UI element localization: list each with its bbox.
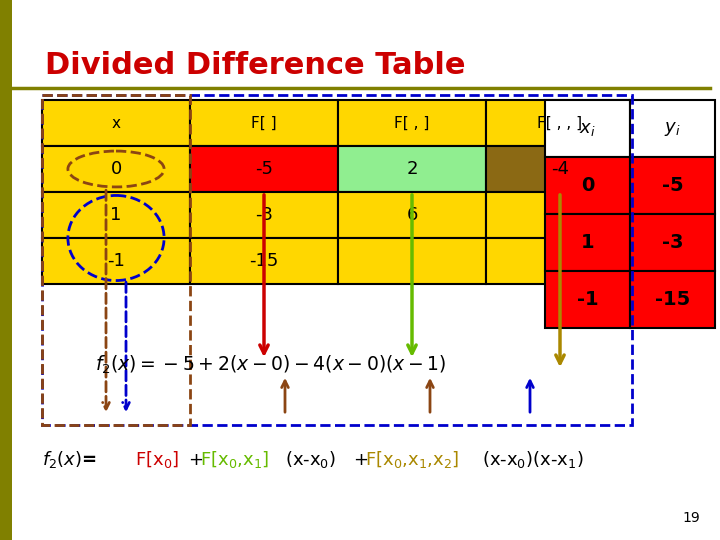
Bar [190,146,338,192]
Bar [630,271,715,328]
Text: -3: -3 [255,206,273,224]
Text: 19: 19 [683,511,700,525]
Bar [486,146,634,192]
Bar [42,238,190,284]
Text: -4: -4 [551,160,569,178]
Text: 1: 1 [581,233,594,252]
Text: -5: -5 [255,160,273,178]
Text: -1: -1 [107,252,125,270]
Text: (x-x$_0$): (x-x$_0$) [285,449,336,470]
Text: 0: 0 [581,176,594,195]
Bar [42,146,190,192]
Bar [545,157,630,214]
Bar [42,95,632,425]
Text: -5: -5 [662,176,683,195]
Text: 1: 1 [110,206,122,224]
Text: +: + [353,451,368,469]
Text: -1: -1 [577,290,598,309]
Bar [190,192,338,238]
Bar [42,100,190,146]
Text: F[x$_0$,x$_1$]: F[x$_0$,x$_1$] [200,449,269,470]
Text: Divided Difference Table: Divided Difference Table [45,51,466,79]
Bar [486,238,634,284]
Text: F[x$_0$]: F[x$_0$] [135,449,179,470]
Text: (x-x$_0$)(x-x$_1$): (x-x$_0$)(x-x$_1$) [482,449,583,470]
Text: -3: -3 [662,233,683,252]
Text: -15: -15 [655,290,690,309]
Text: $f_2(x)$=: $f_2(x)$= [42,449,96,470]
Bar [630,157,715,214]
Bar [545,271,630,328]
Bar [338,238,486,284]
Bar [545,214,630,271]
Bar [0,0,12,540]
Bar [486,192,634,238]
Text: $x_i$: $x_i$ [579,119,595,138]
Bar [486,100,634,146]
Text: F[ , ]: F[ , ] [395,116,430,131]
Bar [42,95,190,425]
Text: +: + [188,451,203,469]
Text: x: x [112,116,120,131]
Text: F[ , , ]: F[ , , ] [537,116,582,131]
Bar [42,192,190,238]
Bar [338,192,486,238]
Bar [630,100,715,157]
Bar [630,214,715,271]
Text: F[ ]: F[ ] [251,116,276,131]
Text: 6: 6 [406,206,418,224]
Text: 0: 0 [110,160,122,178]
Bar [338,146,486,192]
Text: 2: 2 [406,160,418,178]
Bar [338,100,486,146]
Text: $f_2(x) = -5 + 2(x-0) - 4(x-0)(x-1)$: $f_2(x) = -5 + 2(x-0) - 4(x-0)(x-1)$ [95,354,446,376]
Bar [190,100,338,146]
Bar [190,238,338,284]
Text: -15: -15 [249,252,279,270]
Bar [545,100,630,157]
Text: $y_i$: $y_i$ [665,119,681,138]
Text: F[x$_0$,x$_1$,x$_2$]: F[x$_0$,x$_1$,x$_2$] [365,449,459,470]
